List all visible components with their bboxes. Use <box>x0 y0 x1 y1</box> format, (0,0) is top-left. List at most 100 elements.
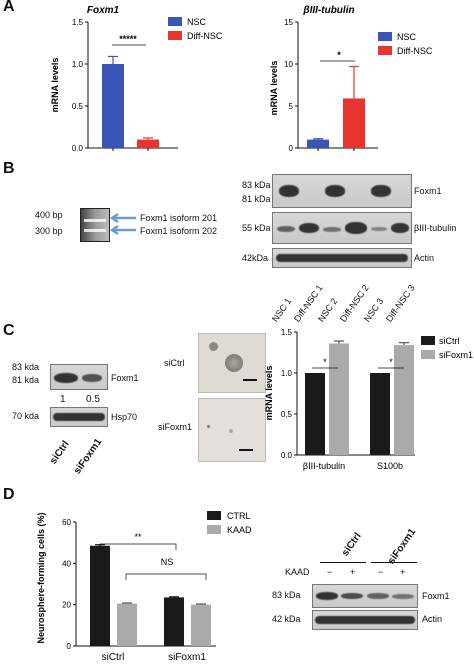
mw-label: 83 kDa <box>272 590 301 600</box>
micrograph-sifoxm1 <box>198 398 266 462</box>
bar <box>102 64 124 148</box>
significance-label: ***** <box>119 34 137 44</box>
y-tick-label: 0 <box>67 642 72 651</box>
y-tick-label: 20 <box>62 601 71 610</box>
significance-label: * <box>389 357 393 367</box>
western-blot-foxm1 <box>50 364 108 390</box>
y-tick-label: 0.0 <box>72 144 84 153</box>
legend-label-sictrl: siCtrl <box>439 336 460 346</box>
y-tick-label: 1.0 <box>72 60 84 69</box>
protein-label: Actin <box>422 614 443 624</box>
arrow-icon <box>109 212 136 224</box>
legend-swatch-kaad <box>207 525 221 534</box>
panel-a-charts: Foxm1 mRNA levels 0.0 0.5 1.0 1.5 ***** NSC… <box>50 5 433 153</box>
ladder-label-400: 400 bp <box>35 210 63 220</box>
mw-label: 81 kda <box>12 375 40 385</box>
bar <box>394 345 414 455</box>
y-tick-label: 1.0 <box>281 369 293 378</box>
legend-label-kaad: KAAD <box>227 525 252 535</box>
y-tick-label: 1.5 <box>72 18 84 27</box>
y-axis-label: mRNA levels <box>264 366 274 421</box>
image-label: siCtrl <box>164 358 185 368</box>
x-tick-label: siCtrl <box>102 652 125 663</box>
kaad-sign: + <box>400 567 406 577</box>
protein-label: Foxm1 <box>422 591 450 601</box>
legend-label-diff: Diff-NSC <box>187 31 223 41</box>
western-blot-hsp70 <box>50 407 108 427</box>
panel-letter-c: C <box>3 322 15 339</box>
y-tick-label: 0.5 <box>281 410 293 419</box>
legend-swatch-nsc <box>168 17 182 26</box>
y-axis-label: mRNA levels <box>50 58 60 113</box>
bar <box>370 373 390 455</box>
western-blot-tubulin <box>272 212 412 244</box>
legend-label-sifoxm1: siFoxm1 <box>439 350 473 360</box>
panel-c-chart: mRNA levels 0.0 0.5 1.0 1.5 βIII-tubulin S100… <box>264 328 473 471</box>
legend-swatch-ctrl <box>207 511 221 520</box>
bar <box>329 343 349 455</box>
mw-label: 83 kDa <box>242 180 271 190</box>
protein-label: βIII-tubulin <box>414 223 457 233</box>
y-tick-label: 5 <box>289 102 294 111</box>
y-tick-label: 0.5 <box>72 102 84 111</box>
x-tick-label: βIII-tubulin <box>303 461 345 471</box>
mw-label: 55 kDa <box>242 223 271 233</box>
x-tick-label: siFoxm1 <box>168 652 206 663</box>
kaad-sign: − <box>378 567 384 577</box>
group-underline <box>371 562 417 563</box>
significance-bracket <box>99 543 177 550</box>
legend-label-diff: Diff-NSC <box>397 46 433 56</box>
arrow-icon <box>109 224 136 236</box>
y-tick-label: 10 <box>284 60 293 69</box>
bar <box>90 545 110 646</box>
western-blot-actin <box>312 610 418 630</box>
isoform-arrows <box>109 212 136 236</box>
legend-label-ctrl: CTRL <box>227 511 251 521</box>
western-blot-foxm1 <box>312 584 418 608</box>
pcr-gel-image <box>80 208 110 242</box>
bar <box>117 603 137 646</box>
significance-label: * <box>323 357 327 367</box>
quant-value: 1 <box>60 394 66 405</box>
chart-title: Foxm1 <box>87 5 120 16</box>
bar <box>307 139 329 148</box>
panel-letter-d: D <box>3 486 15 503</box>
y-tick-label: 1.5 <box>281 328 293 337</box>
panel-letter-b: B <box>3 160 15 177</box>
isoform-label-202: Foxm1 isoform 202 <box>140 226 218 236</box>
bar <box>164 597 184 646</box>
western-blot-actin <box>272 248 412 268</box>
legend-swatch-diff <box>378 46 392 55</box>
mw-label: 83 kda <box>12 362 40 372</box>
panel-letter-a: A <box>3 0 15 15</box>
bar <box>191 604 211 646</box>
y-axis-label: mRNA levels <box>269 61 279 116</box>
mw-label: 81 kDa <box>242 194 271 204</box>
significance-bracket <box>125 573 207 580</box>
lane-label: Diff-NSC 3 <box>384 282 417 324</box>
mw-label: 70 kda <box>12 411 40 421</box>
x-tick-label: S100b <box>377 461 403 471</box>
kaad-sign: + <box>350 567 356 577</box>
micrograph-sictrl <box>198 333 266 393</box>
protein-label: Foxm1 <box>414 186 442 196</box>
y-tick-label: 40 <box>62 559 71 568</box>
y-tick-label: 0 <box>289 144 294 153</box>
legend-swatch-nsc <box>378 32 392 41</box>
kaad-label: KAAD <box>285 567 310 577</box>
kaad-sign: − <box>327 567 333 577</box>
legend-label-nsc: NSC <box>187 17 207 27</box>
significance-label: * <box>337 50 341 60</box>
legend-swatch-sictrl <box>421 336 435 345</box>
bar <box>137 139 159 148</box>
panel-d-chart: Neurosphere-forming cells (%) 0 20 40 60 siC… <box>36 511 252 663</box>
y-tick-label: 60 <box>62 518 71 527</box>
bar <box>305 373 325 455</box>
y-tick-label: 0.0 <box>281 451 293 460</box>
y-tick-label: 15 <box>284 18 293 27</box>
chart-title: βIII-tubulin <box>302 5 354 16</box>
group-underline <box>320 562 366 563</box>
mw-label: 42kDa <box>242 253 269 263</box>
image-label: siFoxm1 <box>158 422 193 432</box>
western-blot-foxm1 <box>272 174 412 208</box>
